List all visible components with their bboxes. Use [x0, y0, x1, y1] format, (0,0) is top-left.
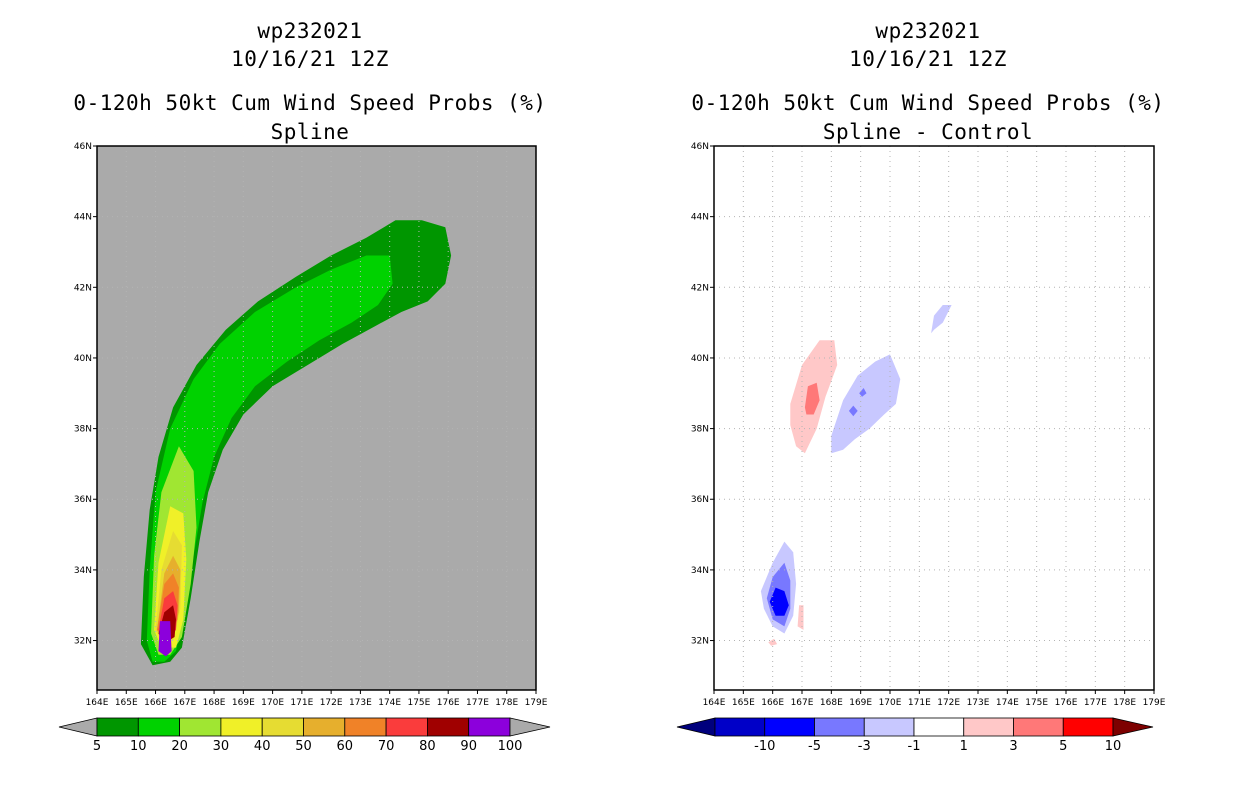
left-colorbar-label: 70	[378, 739, 395, 754]
right-contour-neg3-8	[859, 388, 867, 397]
left-x-tick-label: 168E	[203, 698, 226, 708]
left-x-tick-label: 166E	[144, 698, 167, 708]
left-x-tick-label: 178E	[495, 698, 518, 708]
right-contour-3-1	[804, 382, 820, 415]
left-colorbar-label: 20	[171, 739, 188, 754]
right-y-tick-label: 32N	[691, 637, 709, 647]
right-x-tick-label: 177E	[1084, 698, 1107, 708]
left-y-tick-label: 40N	[74, 354, 92, 364]
right-colorbar-label: -5	[808, 739, 821, 754]
right-y-tick-label: 42N	[691, 283, 709, 293]
left-y-tick-label: 46N	[74, 142, 92, 152]
left-subtitle: Spline	[270, 120, 350, 144]
right-x-tick-label: 167E	[791, 698, 814, 708]
right-x-tick-label: 175E	[1025, 698, 1048, 708]
right-x-tick-label: 174E	[996, 698, 1019, 708]
right-contour-neg1-2	[831, 354, 901, 454]
right-contour-neg5-6	[769, 587, 789, 616]
left-product-title: 0-120h 50kt Cum Wind Speed Probs (%)	[73, 91, 547, 115]
right-x-tick-label: 169E	[849, 698, 872, 708]
left-x-tick-label: 167E	[173, 698, 196, 708]
left-contour-90-9	[158, 621, 172, 657]
right-colorbar-label: 10	[1105, 739, 1122, 754]
left-x-tick-label: 164E	[86, 698, 109, 708]
right-x-tick-label: 179E	[1143, 698, 1166, 708]
left-x-tick-label: 170E	[261, 698, 284, 708]
right-x-tick-label: 170E	[879, 698, 902, 708]
right-colorbar-swatch	[963, 717, 1014, 737]
left-storm-id: wp232021	[257, 19, 363, 43]
right-x-tick-label: 172E	[937, 698, 960, 708]
left-y-tick-label: 42N	[74, 283, 92, 293]
right-x-tick-label: 164E	[703, 698, 726, 708]
right-plot-frame	[713, 145, 1155, 691]
right-colorbar-over-arrow	[1112, 717, 1154, 737]
left-y-tick-label: 38N	[74, 425, 92, 435]
right-subtitle: Spline - Control	[822, 120, 1034, 144]
left-x-tick-label: 173E	[349, 698, 372, 708]
left-x-tick-label: 172E	[320, 698, 343, 708]
right-x-tick-label: 173E	[967, 698, 990, 708]
left-y-tick-label: 36N	[74, 495, 92, 505]
left-colorbar-label: 90	[460, 739, 477, 754]
left-x-tick-label: 176E	[437, 698, 460, 708]
right-contour-neg1-3	[931, 305, 952, 334]
left-y-tick-label: 34N	[74, 566, 92, 576]
right-x-tick-label: 166E	[761, 698, 784, 708]
left-colorbar-over-arrow	[509, 717, 551, 737]
left-colorbar-label: 10	[130, 739, 147, 754]
right-y-tick-label: 44N	[691, 213, 709, 223]
right-colorbar-label: -1	[908, 739, 921, 754]
left-colorbar-label: 100	[498, 739, 523, 754]
left-x-tick-label: 177E	[466, 698, 489, 708]
left-colorbar-label: 50	[295, 739, 312, 754]
right-colorbar-swatch	[913, 717, 965, 737]
right-colorbar-label: 3	[1009, 739, 1017, 754]
left-x-tick-label: 165E	[115, 698, 138, 708]
left-colorbar-label: 60	[337, 739, 354, 754]
left-colorbar-label: 5	[93, 739, 101, 754]
right-colorbar-under-arrow	[676, 717, 716, 737]
right-colorbar-label: 1	[960, 739, 968, 754]
left-x-tick-label: 174E	[378, 698, 401, 708]
right-x-tick-label: 178E	[1113, 698, 1136, 708]
right-x-tick-label: 165E	[732, 698, 755, 708]
right-y-tick-label: 46N	[691, 142, 709, 152]
right-datetime: 10/16/21 12Z	[849, 47, 1007, 71]
left-x-tick-label: 179E	[525, 698, 548, 708]
right-colorbar-swatch	[714, 717, 766, 737]
left-y-tick-label: 44N	[74, 213, 92, 223]
right-colorbar-swatch	[863, 717, 915, 737]
right-product-title: 0-120h 50kt Cum Wind Speed Probs (%)	[691, 91, 1165, 115]
right-colorbar-label: 5	[1059, 739, 1067, 754]
right-colorbar-swatch	[764, 717, 815, 737]
left-x-tick-label: 171E	[290, 698, 313, 708]
right-x-tick-label: 171E	[908, 698, 931, 708]
left-y-tick-label: 32N	[74, 637, 92, 647]
right-y-tick-label: 38N	[691, 425, 709, 435]
right-x-tick-label: 176E	[1055, 698, 1078, 708]
right-contour-neg3-7	[848, 405, 858, 417]
right-y-tick-label: 36N	[691, 495, 709, 505]
right-storm-id: wp232021	[875, 19, 981, 43]
left-datetime: 10/16/21 12Z	[231, 47, 389, 71]
left-colorbar-label: 80	[419, 739, 436, 754]
right-colorbar-label: -10	[754, 739, 775, 754]
right-y-tick-label: 40N	[691, 354, 709, 364]
right-x-tick-label: 168E	[820, 698, 843, 708]
left-plot-frame	[96, 145, 537, 691]
right-colorbar-swatch	[1062, 717, 1114, 737]
left-x-tick-label: 169E	[232, 698, 255, 708]
left-colorbar-label: 40	[254, 739, 271, 754]
right-colorbar-swatch	[1013, 717, 1064, 737]
right-colorbar-label: -3	[858, 739, 871, 754]
left-x-tick-label: 175E	[407, 698, 430, 708]
left-colorbar-label: 30	[213, 739, 230, 754]
right-y-tick-label: 34N	[691, 566, 709, 576]
right-colorbar-swatch	[814, 717, 865, 737]
